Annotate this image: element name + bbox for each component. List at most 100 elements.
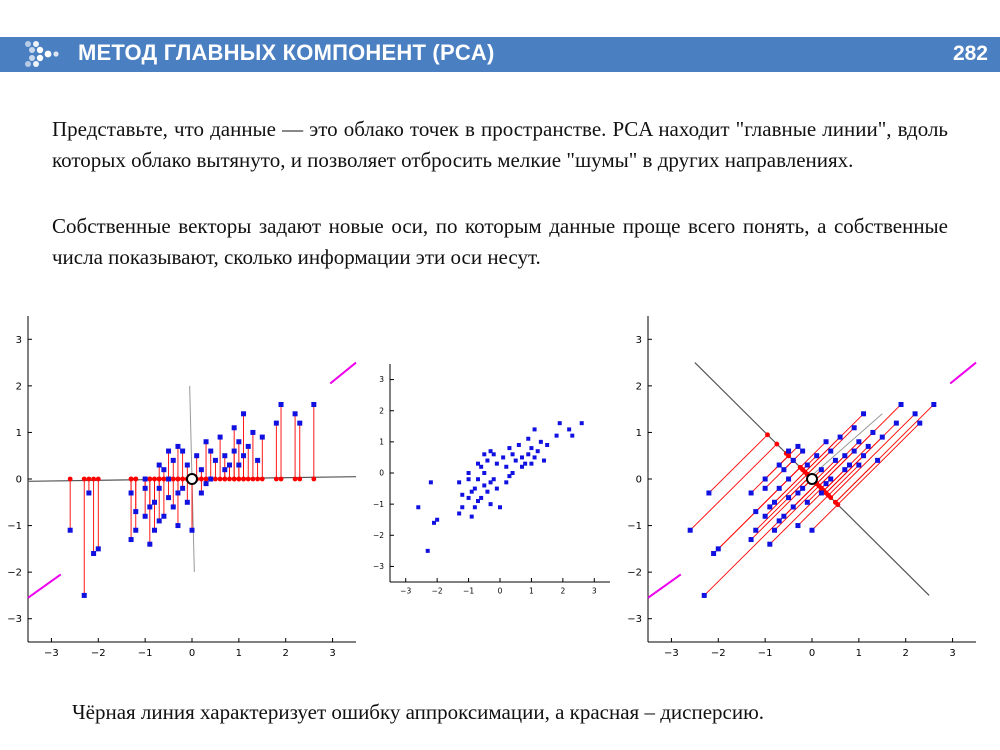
- data-point: [492, 477, 496, 481]
- data-point: [558, 421, 562, 425]
- data-point: [567, 427, 571, 431]
- data-point: [143, 514, 148, 519]
- x-tick-label: 0: [809, 648, 815, 659]
- x-tick-label: −2: [711, 648, 726, 659]
- data-point: [82, 593, 87, 598]
- data-point: [152, 528, 157, 533]
- data-point: [786, 495, 791, 500]
- data-point: [805, 500, 810, 505]
- y-tick-label: −3: [373, 562, 384, 571]
- slide-title: МЕТОД ГЛАВНЫХ КОМПОНЕНТ (PCA): [78, 40, 495, 66]
- y-tick-label: 3: [16, 335, 22, 346]
- projected-point: [147, 477, 152, 482]
- data-point: [514, 459, 518, 463]
- data-point: [533, 455, 537, 459]
- x-tick-label: 2: [560, 587, 565, 596]
- data-point: [86, 490, 91, 495]
- data-point: [204, 481, 209, 486]
- data-point: [856, 463, 861, 468]
- data-point: [529, 462, 533, 466]
- data-point: [129, 537, 134, 542]
- data-point: [767, 542, 772, 547]
- projection-line: [798, 495, 828, 525]
- data-point: [133, 509, 138, 514]
- y-tick-label: −3: [627, 614, 642, 625]
- data-point: [828, 477, 833, 482]
- projected-point: [96, 477, 101, 482]
- data-point: [476, 477, 480, 481]
- x-tick-label: 1: [856, 648, 862, 659]
- data-point: [702, 593, 707, 598]
- page-number: 282: [953, 42, 988, 66]
- data-point: [526, 437, 530, 441]
- projection-line: [835, 404, 933, 502]
- projected-point: [279, 477, 284, 482]
- projection-line: [805, 414, 864, 472]
- data-point: [833, 458, 838, 463]
- data-point: [753, 528, 758, 533]
- data-point: [763, 486, 768, 491]
- y-tick-label: −1: [373, 500, 384, 509]
- projected-point: [171, 477, 176, 482]
- data-point: [539, 440, 543, 444]
- data-point: [208, 477, 213, 482]
- data-point: [819, 490, 824, 495]
- data-point: [495, 462, 499, 466]
- data-point: [241, 453, 246, 458]
- data-point: [143, 486, 148, 491]
- data-point: [180, 449, 185, 454]
- data-point: [166, 449, 171, 454]
- data-point: [68, 528, 73, 533]
- data-point: [711, 551, 716, 556]
- data-point: [91, 551, 96, 556]
- caption: Чёрная линия характеризует ошибку аппрок…: [72, 700, 764, 725]
- mean-point: [807, 474, 817, 484]
- data-point: [175, 490, 180, 495]
- x-tick-label: −1: [463, 587, 474, 596]
- magenta-line-upper: [330, 363, 356, 384]
- data-point: [791, 458, 796, 463]
- data-point: [753, 509, 758, 514]
- data-point: [517, 443, 521, 447]
- x-tick-label: 0: [498, 587, 503, 596]
- data-point: [489, 502, 493, 506]
- data-point: [894, 421, 899, 426]
- data-point: [473, 505, 477, 509]
- data-point: [175, 444, 180, 449]
- data-point: [180, 486, 185, 491]
- data-point: [520, 455, 524, 459]
- slide-header: МЕТОД ГЛАВНЫХ КОМПОНЕНТ (PCA) 282: [0, 37, 1000, 72]
- data-point: [545, 443, 549, 447]
- data-point: [511, 471, 515, 475]
- data-point: [791, 504, 796, 509]
- x-tick-label: 0: [189, 648, 195, 659]
- data-point: [875, 458, 880, 463]
- data-point: [479, 465, 483, 469]
- projected-point: [87, 477, 92, 482]
- data-point: [157, 463, 162, 468]
- projected-point: [311, 477, 316, 482]
- data-point: [147, 504, 152, 509]
- data-point: [479, 496, 483, 500]
- projected-point: [297, 477, 302, 482]
- dots-logo-icon: [22, 38, 66, 70]
- data-point: [880, 435, 885, 440]
- data-point: [504, 480, 508, 484]
- data-point: [470, 515, 474, 519]
- projected-point: [152, 477, 157, 482]
- data-point: [460, 505, 464, 509]
- data-point: [931, 402, 936, 407]
- data-point: [814, 453, 819, 458]
- projected-point: [293, 477, 298, 482]
- data-point: [293, 411, 298, 416]
- data-point: [185, 463, 190, 468]
- data-point: [199, 490, 204, 495]
- data-point: [227, 463, 232, 468]
- data-point: [706, 490, 711, 495]
- projected-point: [199, 477, 204, 482]
- data-point: [523, 462, 527, 466]
- projected-point: [255, 477, 260, 482]
- projected-point: [241, 477, 246, 482]
- projected-point: [232, 477, 237, 482]
- x-tick-label: 2: [903, 648, 909, 659]
